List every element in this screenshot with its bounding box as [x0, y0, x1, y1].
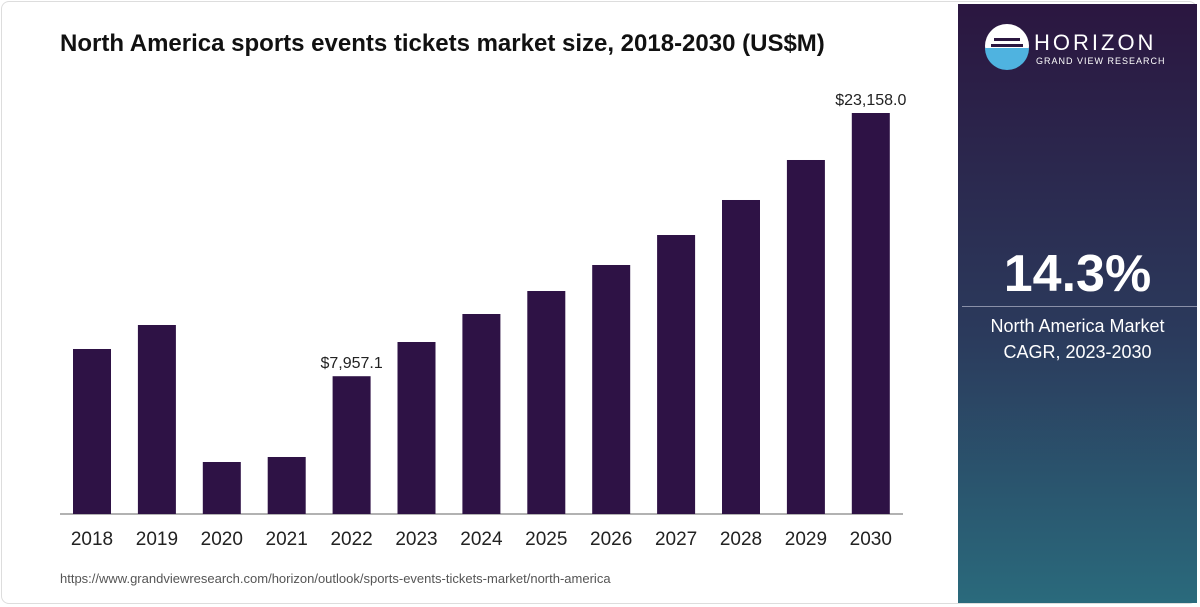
- bar: [267, 456, 306, 514]
- x-tick-label: 2026: [590, 529, 632, 550]
- bar: [786, 159, 825, 514]
- side-panel: HORIZON GRAND VIEW RESEARCH 14.3% North …: [958, 4, 1197, 603]
- x-tick-label: 2019: [136, 529, 178, 550]
- chart: 2018 2019 2020 2021 2022 $7,957.1 2023 2024 2025…: [60, 92, 906, 550]
- source-url: https://www.grandviewresearch.com/horizo…: [60, 571, 611, 586]
- logo: [985, 24, 1029, 70]
- bar: [657, 235, 696, 515]
- x-tick-label: 2028: [720, 529, 762, 550]
- x-tick-label: 2027: [655, 529, 697, 550]
- bar: [851, 113, 890, 514]
- bar: [137, 324, 176, 514]
- x-tick-label: 2029: [785, 529, 827, 550]
- bar: [462, 314, 501, 514]
- divider: [962, 306, 1197, 307]
- chart-title: North America sports events tickets mark…: [60, 30, 825, 57]
- value-label: $23,158.0: [835, 92, 906, 109]
- cagr-value: 14.3%: [1003, 245, 1152, 303]
- cagr-caption: CAGR, 2023-2030: [1003, 342, 1152, 362]
- bar: [592, 264, 631, 514]
- x-tick-label: 2020: [201, 529, 243, 550]
- x-tick-label: 2018: [71, 529, 113, 550]
- bar: [332, 376, 371, 514]
- bar: [397, 342, 436, 514]
- value-label: $7,957.1: [320, 355, 382, 372]
- x-tick-label: 2024: [460, 529, 503, 550]
- bar: [722, 199, 760, 514]
- bar: [527, 291, 566, 514]
- cagr-caption: North America Market: [990, 316, 1165, 336]
- bar: [202, 462, 241, 514]
- x-tick-label: 2023: [395, 529, 437, 550]
- x-tick-label: 2022: [330, 529, 372, 550]
- x-tick-label: 2025: [525, 529, 567, 550]
- brand: HORIZON: [1034, 30, 1157, 55]
- bar: [73, 348, 111, 514]
- x-tick-label: 2030: [850, 529, 892, 550]
- brand-sub: GRAND VIEW RESEARCH: [1036, 56, 1166, 66]
- x-tick-label: 2021: [266, 529, 308, 550]
